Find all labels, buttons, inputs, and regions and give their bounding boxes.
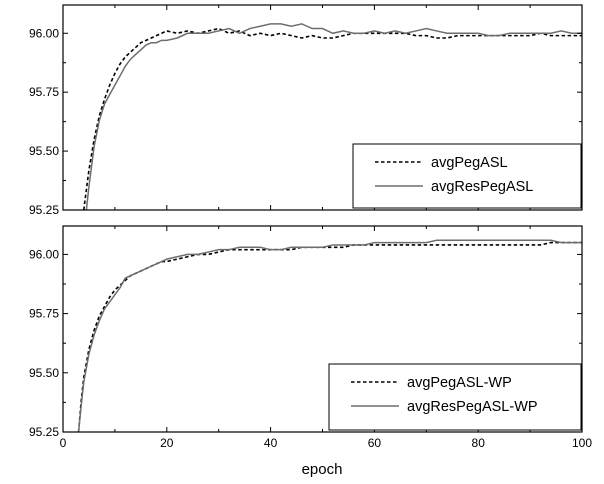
legend-label-avgrespegasl: avgResPegASL <box>431 179 533 195</box>
y-tick-label: 95.50 <box>29 366 59 380</box>
legend-box <box>352 143 582 209</box>
y-tick-label: 95.75 <box>29 85 59 99</box>
top-panel: 95.25 95.50 95.75 96.00 avgPegASL avgResPegAS… <box>29 4 583 217</box>
legend: avgPegASL-WP avgResPegASL-WP <box>328 363 582 431</box>
x-tick-label: 0 <box>60 436 67 450</box>
y-tick-label: 95.75 <box>29 307 59 321</box>
x-tick-label: 100 <box>572 436 592 450</box>
y-tick-label: 95.25 <box>29 425 59 439</box>
y-tick-label: 95.25 <box>29 203 59 217</box>
x-tick-label: 60 <box>368 436 382 450</box>
legend: avgPegASL avgResPegASL <box>352 143 582 209</box>
y-tick-label: 95.50 <box>29 144 59 158</box>
x-tick-label: 20 <box>160 436 174 450</box>
legend-label-avgrespegasl-wp: avgResPegASL-WP <box>407 399 538 415</box>
legend-label-avgpegasl: avgPegASL <box>431 155 508 171</box>
x-axis-title: epoch <box>302 461 343 478</box>
bottom-panel: 0 20 40 60 80 100 95.25 95.50 95.75 96.00 avgPegAS… <box>29 225 592 450</box>
x-tick-label: 40 <box>264 436 278 450</box>
legend-box <box>328 363 582 431</box>
y-tick-label: 96.00 <box>29 247 59 261</box>
series-line-avgrespegasl-wp <box>77 239 582 432</box>
y-tick-label: 96.00 <box>29 26 59 40</box>
series-line-avgrespegasl <box>85 23 582 210</box>
legend-label-avgpegasl-wp: avgPegASL-WP <box>407 375 512 391</box>
x-tick-label: 80 <box>472 436 486 450</box>
series-line-avgpegasl <box>82 27 582 210</box>
